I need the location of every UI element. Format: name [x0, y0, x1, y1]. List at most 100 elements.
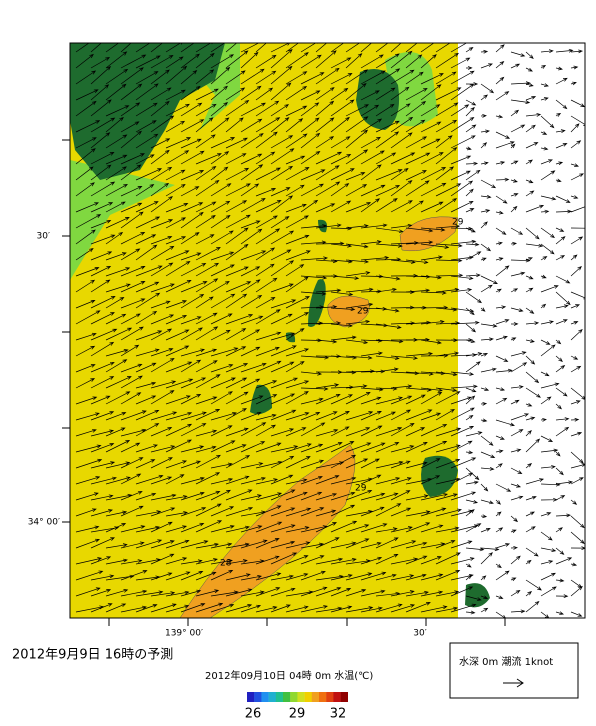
arrow: [540, 396, 552, 405]
arrow: [75, 444, 102, 453]
arrow: [105, 359, 128, 373]
arrow: [495, 319, 510, 325]
arrow: [105, 313, 127, 325]
arrow: [330, 520, 358, 533]
arrow: [555, 255, 566, 261]
arrow: [240, 525, 263, 533]
arrow: [180, 327, 203, 341]
arrow: [525, 387, 541, 398]
arrow: [465, 188, 474, 197]
arrow: [510, 322, 519, 326]
arrow: [345, 149, 369, 165]
arrow: [90, 395, 111, 405]
arrow: [315, 136, 335, 149]
arrow: [570, 611, 583, 617]
arrow: [120, 67, 144, 85]
arrow: [225, 200, 248, 213]
arrow: [435, 526, 460, 533]
arrow: [120, 428, 147, 437]
arrow: [480, 483, 489, 492]
subtitle: 2012年09月10日 04時 0m 水温(℃): [205, 669, 373, 682]
arrow: [420, 440, 448, 453]
arrow: [480, 83, 495, 94]
arrow: [180, 411, 207, 421]
arrow: [75, 332, 97, 341]
arrow: [300, 199, 319, 213]
arrow: [285, 380, 310, 389]
arrow: [570, 328, 583, 341]
arrow: [300, 102, 320, 117]
arrow: [180, 150, 205, 165]
arrow: [300, 240, 327, 245]
arrow: [495, 611, 506, 618]
arrow: [315, 288, 342, 293]
arrow: [390, 355, 418, 360]
arrow: [270, 332, 296, 341]
arrow: [390, 477, 412, 485]
arrow: [375, 603, 403, 613]
arrow: [390, 409, 412, 421]
arrow: [345, 369, 375, 374]
arrow: [405, 494, 429, 501]
arrow: [300, 132, 321, 149]
arrow: [360, 556, 383, 565]
arrow: [285, 312, 309, 325]
arrow: [135, 71, 159, 85]
arrow: [495, 195, 508, 204]
colorbar-swatch: [326, 692, 334, 702]
arrow: [570, 451, 584, 464]
arrow: [570, 531, 585, 545]
arrow: [495, 288, 502, 293]
arrow: [420, 590, 444, 597]
arrow: [105, 267, 131, 277]
arrow: [540, 344, 556, 357]
arrow: [195, 490, 221, 501]
arrow: [150, 380, 177, 389]
arrow: [240, 476, 266, 485]
arrow: [510, 362, 528, 373]
arrow: [540, 195, 557, 201]
arrow: [555, 99, 568, 110]
arrow: [345, 392, 371, 405]
arrow: [255, 309, 281, 325]
arrow: [180, 43, 198, 53]
arrow: [150, 521, 173, 533]
contour-label: 29: [355, 484, 367, 494]
arrow: [285, 215, 309, 229]
arrow: [225, 559, 248, 565]
arrow: [165, 279, 192, 293]
arrow: [330, 574, 353, 581]
arrow: [75, 570, 104, 581]
arrow: [135, 459, 156, 469]
arrow: [435, 135, 453, 149]
arrow: [360, 164, 382, 181]
arrow: [225, 475, 250, 485]
cool-water: [170, 43, 240, 130]
arrow: [480, 179, 497, 189]
arrow: [315, 203, 336, 213]
colorbar-swatch: [297, 692, 305, 702]
arrow: [135, 201, 159, 213]
arrow: [345, 442, 372, 453]
arrow: [510, 160, 519, 165]
arrow: [210, 101, 229, 117]
arrow: [390, 69, 415, 85]
arrow: [390, 290, 415, 294]
arrow: [135, 216, 161, 229]
arrow: [180, 359, 202, 373]
colorbar-swatch: [304, 692, 312, 702]
arrow: [300, 150, 321, 165]
arrow: [240, 220, 261, 229]
arrow: [300, 386, 329, 391]
arrow: [75, 214, 102, 229]
arrow: [270, 299, 297, 309]
arrow: [345, 302, 374, 309]
arrow: [120, 121, 140, 133]
arrow: [345, 287, 374, 293]
arrow: [525, 321, 540, 326]
arrow: [345, 116, 369, 133]
arrow: [75, 310, 101, 325]
arrow: [150, 262, 174, 277]
arrow: [360, 523, 388, 533]
arrow: [195, 454, 221, 469]
